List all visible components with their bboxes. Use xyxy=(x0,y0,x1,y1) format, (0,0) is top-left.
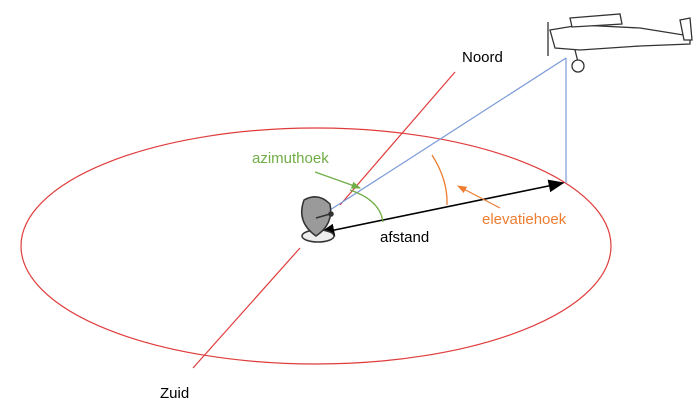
south-label: Zuid xyxy=(160,385,189,402)
north-label: Noord xyxy=(462,49,503,66)
horizon-ellipse xyxy=(20,127,612,365)
distance-label: afstand xyxy=(380,229,429,246)
radar-dish xyxy=(301,196,335,243)
elevation-arc xyxy=(431,154,448,206)
azimuth-pointer xyxy=(314,171,362,189)
airplane xyxy=(547,13,693,73)
elevation-pointer xyxy=(456,185,501,209)
elevation-label: elevatiehoek xyxy=(482,211,567,228)
distance-arrow xyxy=(318,179,565,237)
azimuth-label: azimuthoek xyxy=(252,150,329,167)
azimuth-arc xyxy=(349,189,384,223)
south-line xyxy=(192,247,301,369)
